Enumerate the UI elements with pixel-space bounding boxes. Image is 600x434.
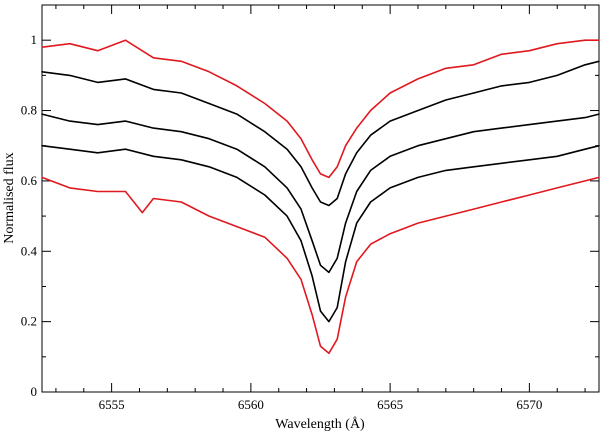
x-axis-title: Wavelength (Å) bbox=[275, 416, 365, 432]
y-axis-title: Normalised flux bbox=[2, 152, 17, 243]
x-tick-label: 6565 bbox=[377, 397, 403, 412]
y-tick-label: 0.6 bbox=[21, 173, 38, 188]
series-line-1 bbox=[41, 39, 600, 179]
y-tick-label: 0.8 bbox=[21, 103, 37, 118]
x-tick-label: 6570 bbox=[516, 397, 542, 412]
plot-frame bbox=[41, 4, 600, 393]
series-line-4 bbox=[41, 144, 600, 323]
series-layer bbox=[41, 39, 600, 355]
y-tick-label: 0.4 bbox=[21, 243, 38, 258]
series-line-3 bbox=[41, 113, 600, 274]
series-line-5 bbox=[41, 176, 600, 355]
x-tick-label: 6555 bbox=[99, 397, 125, 412]
y-tick-label: 0.2 bbox=[21, 314, 37, 329]
y-axis: 0 0.2 0.4 0.6 0.8 1 bbox=[21, 4, 599, 399]
x-axis: 6555 6560 6565 6570 bbox=[55, 5, 586, 412]
y-tick-label: 1 bbox=[31, 32, 38, 47]
x-tick-label: 6560 bbox=[238, 397, 264, 412]
series-line-2 bbox=[41, 60, 600, 207]
y-tick-label: 0 bbox=[31, 384, 38, 399]
